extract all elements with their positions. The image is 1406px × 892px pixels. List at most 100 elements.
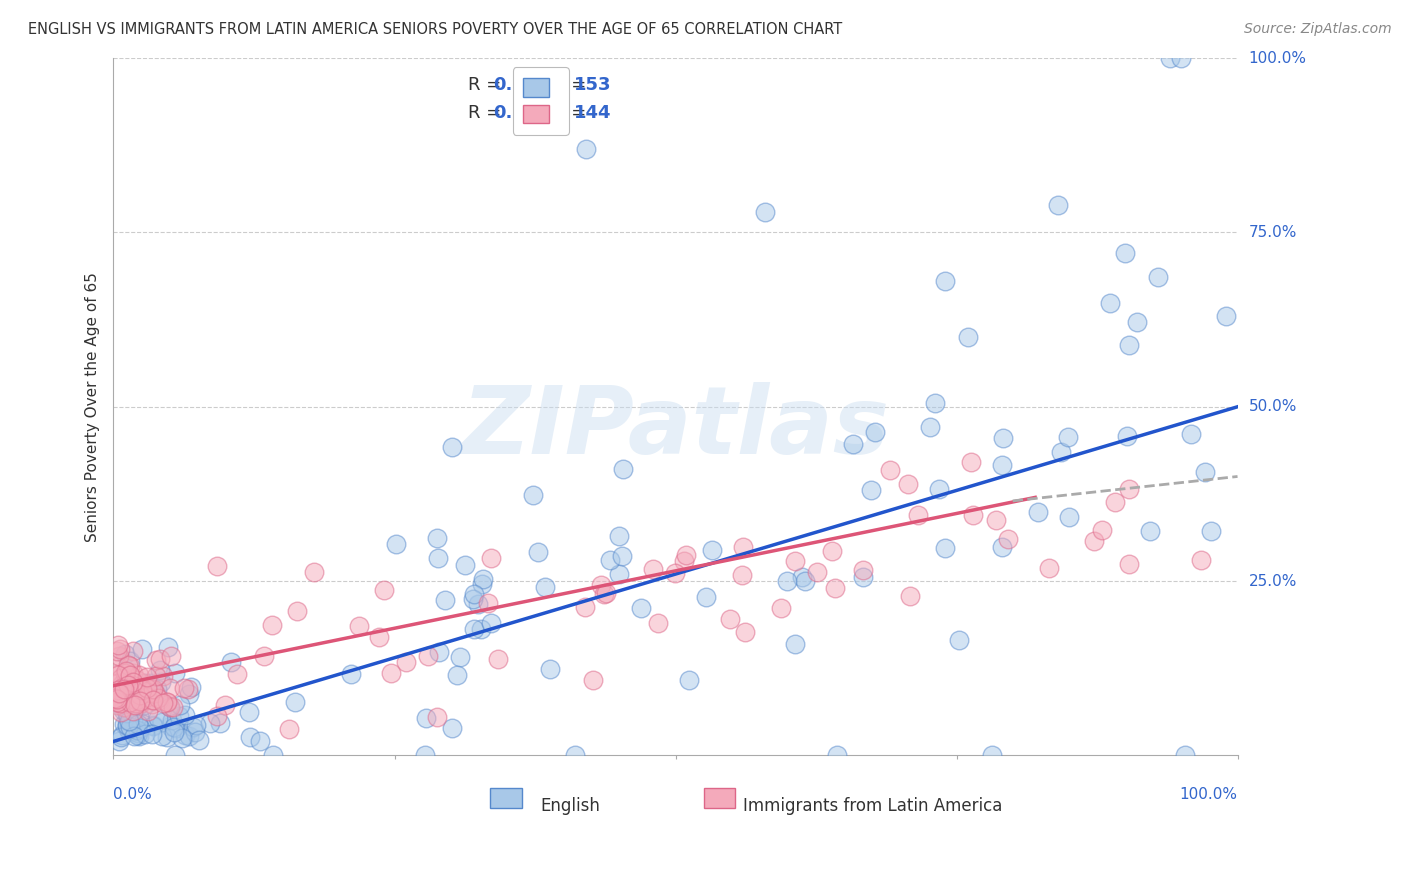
- Point: [718, 612, 741, 626]
- Point: [1114, 246, 1136, 260]
- Point: [612, 461, 634, 475]
- Point: [472, 573, 495, 587]
- FancyBboxPatch shape: [703, 789, 735, 807]
- Point: [449, 650, 471, 665]
- Point: [607, 566, 630, 581]
- Text: Immigrants from Latin America: Immigrants from Latin America: [742, 797, 1002, 815]
- Point: [678, 673, 700, 687]
- Point: [479, 551, 502, 566]
- Point: [226, 667, 249, 681]
- Point: [156, 731, 179, 745]
- Point: [1126, 315, 1149, 329]
- Point: [446, 668, 468, 682]
- Point: [426, 710, 449, 724]
- Point: [824, 581, 846, 595]
- Point: [105, 695, 128, 709]
- Point: [159, 700, 181, 714]
- Point: [157, 698, 180, 713]
- Point: [131, 689, 153, 703]
- Point: [115, 677, 138, 691]
- Point: [145, 653, 167, 667]
- Point: [114, 692, 136, 706]
- Point: [124, 698, 146, 712]
- Point: [934, 541, 956, 555]
- Point: [179, 687, 201, 701]
- Point: [162, 700, 184, 714]
- Point: [380, 666, 402, 681]
- Point: [122, 704, 145, 718]
- Point: [143, 686, 166, 700]
- Point: [1046, 197, 1069, 211]
- Point: [107, 675, 129, 690]
- Text: English: English: [541, 797, 600, 815]
- Point: [897, 477, 920, 491]
- Point: [121, 678, 143, 692]
- Point: [135, 669, 157, 683]
- Point: [599, 552, 621, 566]
- Point: [131, 684, 153, 698]
- Point: [907, 508, 929, 522]
- Point: [1026, 505, 1049, 519]
- Text: 25.0%: 25.0%: [1249, 574, 1296, 589]
- Point: [184, 725, 207, 739]
- Point: [783, 554, 806, 568]
- Point: [115, 706, 138, 720]
- Point: [1057, 509, 1080, 524]
- Point: [368, 630, 391, 644]
- Point: [159, 649, 181, 664]
- Point: [852, 563, 875, 577]
- Point: [121, 698, 143, 712]
- Point: [167, 709, 190, 723]
- Point: [131, 683, 153, 698]
- Point: [1180, 427, 1202, 442]
- Point: [1194, 466, 1216, 480]
- Point: [165, 721, 187, 735]
- Point: [128, 690, 150, 704]
- Point: [118, 654, 141, 668]
- Point: [177, 682, 200, 697]
- Point: [105, 698, 128, 712]
- Point: [115, 719, 138, 733]
- Point: [104, 690, 127, 705]
- Point: [131, 696, 153, 710]
- Point: [538, 662, 561, 676]
- Point: [118, 658, 141, 673]
- Point: [115, 713, 138, 727]
- Point: [128, 694, 150, 708]
- Point: [148, 690, 170, 704]
- Point: [125, 722, 148, 736]
- Point: [122, 698, 145, 713]
- Point: [384, 537, 406, 551]
- Point: [991, 540, 1014, 554]
- Point: [208, 716, 231, 731]
- Point: [105, 667, 128, 681]
- Point: [125, 696, 148, 710]
- Point: [589, 578, 612, 592]
- Point: [132, 698, 155, 712]
- Text: 153: 153: [574, 76, 612, 94]
- Point: [129, 693, 152, 707]
- Point: [769, 601, 792, 615]
- Point: [135, 687, 157, 701]
- Point: [993, 431, 1015, 445]
- Point: [1118, 558, 1140, 572]
- Point: [285, 604, 308, 618]
- Point: [118, 720, 141, 734]
- Point: [1159, 51, 1181, 65]
- Point: [526, 545, 548, 559]
- Point: [214, 698, 236, 713]
- Point: [122, 675, 145, 690]
- Point: [1174, 748, 1197, 763]
- Point: [127, 673, 149, 687]
- Point: [415, 711, 437, 725]
- Point: [1139, 524, 1161, 538]
- Point: [783, 637, 806, 651]
- Point: [173, 681, 195, 696]
- Point: [159, 681, 181, 695]
- Point: [934, 274, 956, 288]
- Text: ENGLISH VS IMMIGRANTS FROM LATIN AMERICA SENIORS POVERTY OVER THE AGE OF 65 CORR: ENGLISH VS IMMIGRANTS FROM LATIN AMERICA…: [28, 22, 842, 37]
- Point: [198, 716, 221, 731]
- Point: [262, 748, 284, 763]
- Point: [112, 680, 135, 694]
- Point: [149, 652, 172, 666]
